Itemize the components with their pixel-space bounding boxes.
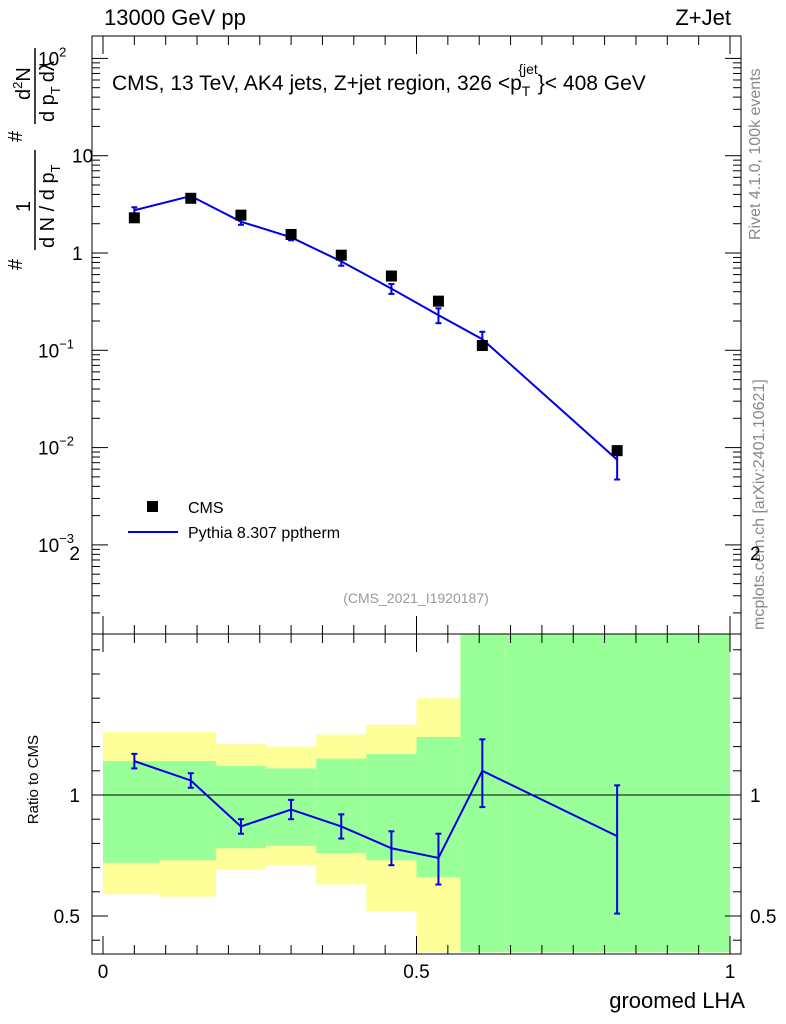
main-y-tick-label-exp: −3 — [59, 531, 74, 546]
main-y-tick-label: 102 — [38, 44, 66, 70]
rivet-version-label: Rivet 4.1.0, 100k events — [747, 68, 764, 240]
ratio-x-ticks: 0 0.5 1 — [98, 36, 736, 983]
ylabel-den-1-sub: T — [48, 164, 63, 172]
main-y-tick-label-base: 10 — [38, 49, 59, 70]
main-y-tick-label-exp: −1 — [59, 336, 74, 351]
ratio-y-tick-label-left: 0.5 — [54, 907, 80, 928]
main-y-tick-label-exp: 2 — [59, 44, 66, 59]
ratio-y-axis-label: Ratio to CMS — [25, 735, 42, 824]
x-axis-label: groomed LHA — [609, 988, 745, 1013]
ylabel-den-1: d N / d pT — [37, 164, 63, 248]
ratio-y-tick-label-left: 2 — [69, 544, 80, 565]
main-y-axis-label: # 1 d N / d pT # d2N d pTdλ — [5, 48, 63, 270]
main-y-tick-label: 1 — [72, 244, 83, 265]
cms-data-point — [476, 340, 488, 352]
cms-data-point — [128, 212, 140, 224]
main-y-tick-label-base: 10 — [38, 439, 59, 460]
header-process-label: Z+Jet — [675, 5, 731, 30]
ratio-y-tick-label-right: 2 — [750, 544, 761, 565]
title-text-sup: {jet — [518, 61, 538, 77]
main-y-tick-label-base: 10 — [38, 536, 59, 557]
main-y-tick-label: 10−3 — [38, 531, 74, 557]
ylabel-num-2: d2N — [10, 67, 35, 100]
title-text-post: }< 408 GeV — [538, 72, 646, 95]
cms-data-point — [235, 209, 247, 221]
ylabel-num-2-d: d — [13, 89, 35, 100]
ratio-uncertainty-bands — [103, 634, 730, 953]
ylabel-den-2: d pTdλ — [37, 61, 63, 122]
main-y-tick-label-base: 10 — [38, 341, 59, 362]
legend: CMS Pythia 8.307 pptherm — [128, 500, 340, 542]
analysis-id-label: (CMS_2021_I1920187) — [343, 590, 489, 606]
ylabel-hash-1: # — [5, 258, 27, 270]
cms-data-point — [285, 228, 297, 240]
title-text-sub: T — [522, 83, 531, 99]
ylabel-den-2-sub: T — [48, 86, 63, 94]
cms-data-point — [335, 249, 347, 261]
main-plot-title: CMS, 13 TeV, AK4 jets, Z+jet region, 326… — [112, 61, 646, 99]
cms-data-point — [611, 445, 623, 457]
ratio-y-tick-label-right: 1 — [750, 786, 761, 807]
main-y-tick-label: 10 — [72, 147, 93, 168]
ratio-series-marks — [131, 738, 621, 915]
ratio-y-tick-label-right: 0.5 — [750, 907, 776, 928]
ratio-inner-band — [103, 761, 160, 863]
ylabel-num-2-n: N — [13, 67, 35, 81]
legend-marker-cms — [147, 501, 158, 512]
cms-data-point — [432, 295, 444, 307]
ylabel-num-1: 1 — [13, 201, 35, 212]
main-y-tick-label-exp: −2 — [59, 434, 74, 449]
mcplots-reference-label: mcplots.cern.ch [arXiv:2401.10621] — [751, 379, 768, 630]
ylabel-hash-2: # — [5, 130, 27, 142]
legend-label-pythia: Pythia 8.307 pptherm — [188, 525, 340, 542]
x-tick-label: 1 — [725, 962, 736, 983]
ratio-y-ticks: 0.5 0.5 1 1 2 2 — [54, 544, 776, 941]
main-y-tick-label: 10−2 — [38, 434, 74, 460]
ratio-panel: 0.5 0.51 12 2 0 0.5 1 Ratio to CMS groomed LH… — [25, 36, 776, 1013]
mc-line-pythia — [134, 194, 618, 461]
ylabel-num-2-sup: 2 — [10, 82, 25, 89]
ratio-inner-band — [159, 761, 216, 861]
ylabel-den-1-text: d N / d p — [37, 172, 59, 248]
ylabel-den-2-lambda: dλ — [37, 61, 59, 82]
main-plot-frame — [91, 35, 742, 635]
ratio-inner-band — [215, 765, 267, 849]
ratio-y-tick-label-left: 1 — [69, 786, 80, 807]
main-series-marks — [128, 192, 623, 481]
x-tick-label: 0.5 — [403, 962, 429, 983]
main-y-tick-label: 10−1 — [38, 336, 74, 362]
header-energy-label: 13000 GeV pp — [104, 5, 246, 30]
legend-label-cms: CMS — [188, 500, 224, 517]
cms-data-point — [185, 192, 197, 204]
title-text-pre: CMS, 13 TeV, AK4 jets, Z+jet region, 326… — [112, 72, 522, 95]
x-tick-label: 0 — [98, 962, 109, 983]
cms-data-point — [385, 270, 397, 282]
ylabel-den-2-text: d p — [37, 94, 59, 122]
